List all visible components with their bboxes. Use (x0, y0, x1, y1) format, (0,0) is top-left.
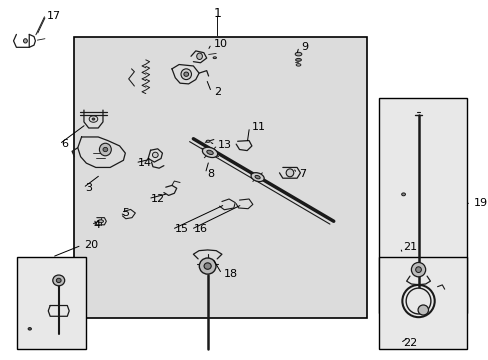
Text: 5: 5 (122, 208, 129, 218)
Ellipse shape (296, 64, 300, 66)
Ellipse shape (99, 143, 111, 156)
Ellipse shape (417, 305, 427, 315)
Ellipse shape (285, 169, 293, 177)
Text: 13: 13 (217, 140, 231, 150)
Ellipse shape (250, 173, 264, 181)
Text: 2: 2 (213, 87, 221, 97)
Text: 14: 14 (138, 158, 152, 168)
Ellipse shape (152, 152, 158, 158)
Text: 19: 19 (473, 198, 487, 208)
Text: 6: 6 (61, 139, 68, 149)
Ellipse shape (255, 175, 260, 179)
Ellipse shape (53, 275, 64, 286)
Bar (378, 257, 466, 348)
Text: 1: 1 (213, 7, 221, 20)
Bar (17, 257, 86, 348)
Text: 17: 17 (47, 11, 61, 21)
Text: 9: 9 (301, 42, 308, 51)
Ellipse shape (202, 147, 217, 158)
Ellipse shape (295, 52, 301, 56)
Ellipse shape (410, 262, 425, 277)
Text: 16: 16 (193, 225, 207, 234)
Ellipse shape (23, 39, 27, 43)
Ellipse shape (203, 263, 211, 269)
Ellipse shape (196, 53, 202, 59)
Text: 7: 7 (299, 168, 306, 179)
Text: 4: 4 (93, 220, 101, 230)
Ellipse shape (103, 147, 107, 152)
Ellipse shape (98, 220, 103, 223)
Text: 8: 8 (207, 168, 214, 179)
Ellipse shape (28, 328, 31, 330)
Ellipse shape (401, 193, 405, 196)
Bar (74, 37, 366, 318)
Text: 21: 21 (402, 242, 416, 252)
Ellipse shape (415, 267, 421, 273)
Text: 18: 18 (224, 269, 238, 279)
Text: 15: 15 (174, 225, 188, 234)
Ellipse shape (213, 57, 216, 59)
Text: 12: 12 (150, 194, 164, 204)
Text: 20: 20 (84, 240, 98, 250)
Ellipse shape (56, 278, 61, 283)
Text: 11: 11 (251, 122, 265, 132)
Ellipse shape (206, 140, 210, 142)
Text: 3: 3 (85, 183, 92, 193)
Ellipse shape (181, 69, 191, 80)
Bar (378, 98, 466, 313)
Ellipse shape (295, 58, 301, 61)
Ellipse shape (406, 288, 430, 314)
Ellipse shape (206, 150, 213, 154)
Ellipse shape (92, 118, 95, 120)
Ellipse shape (199, 258, 216, 274)
Ellipse shape (183, 72, 188, 76)
Text: 10: 10 (213, 39, 227, 49)
Text: 22: 22 (402, 338, 416, 348)
